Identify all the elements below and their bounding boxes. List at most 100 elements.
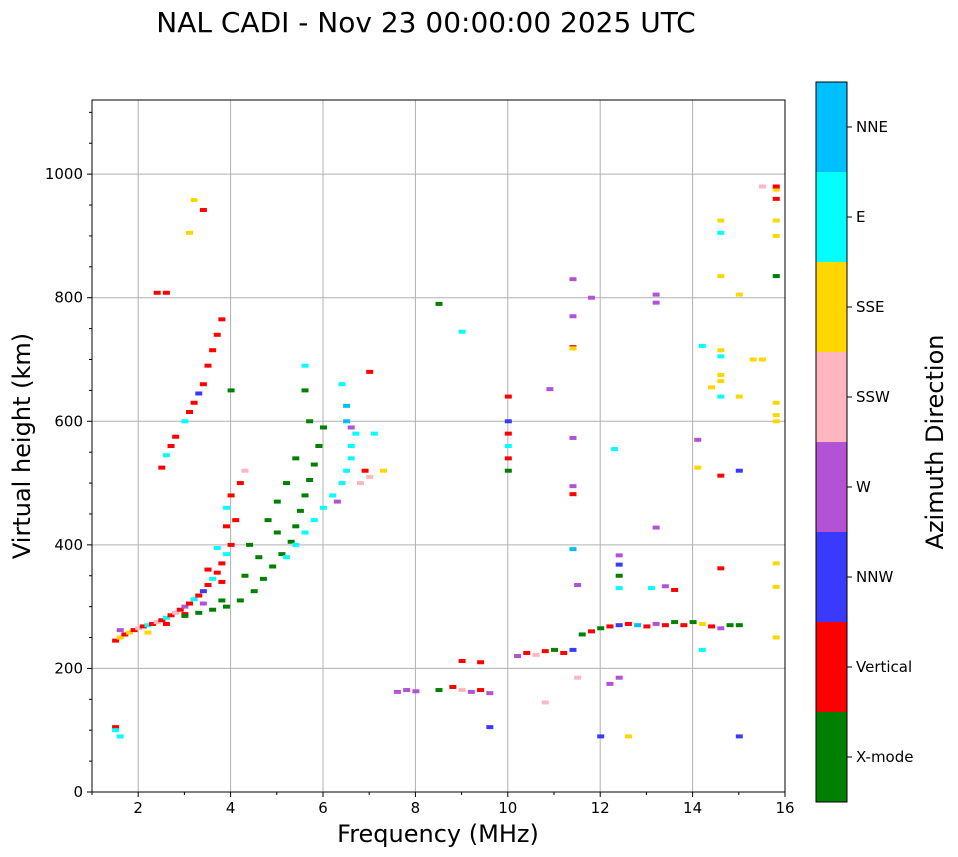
echo-point <box>708 624 716 629</box>
echo-point <box>112 725 120 730</box>
echo-point <box>772 187 780 192</box>
echo-point <box>347 444 355 448</box>
echo-point <box>569 346 577 351</box>
echo-point <box>569 547 577 552</box>
echo-point <box>694 437 702 442</box>
echo-point <box>246 542 254 547</box>
echo-point <box>213 332 221 337</box>
echo-point <box>292 456 300 461</box>
echo-point <box>574 583 582 588</box>
echo-point <box>255 555 263 560</box>
echo-point <box>121 632 129 637</box>
echo-point <box>661 584 669 589</box>
echo-point <box>458 659 466 664</box>
echo-point <box>162 290 170 295</box>
y-tick-label: 800 <box>54 289 83 307</box>
echo-point <box>698 647 706 652</box>
echo-point <box>661 623 669 628</box>
echo-point <box>717 626 725 631</box>
echo-point <box>343 419 351 424</box>
echo-point <box>504 468 512 473</box>
echo-point <box>615 586 623 591</box>
echo-point <box>504 419 512 424</box>
colorbar-tick-label: NNW <box>856 568 893 586</box>
echo-point <box>615 573 623 578</box>
echo-point <box>717 354 725 359</box>
colorbar-swatch <box>816 352 847 442</box>
echo-point <box>560 650 568 655</box>
echo-point <box>343 468 351 473</box>
echo-point <box>772 233 780 238</box>
echo-point <box>112 638 120 643</box>
echo-point <box>652 292 660 297</box>
echo-point <box>209 576 217 581</box>
echo-point <box>338 481 346 486</box>
echo-point <box>153 290 161 295</box>
echo-point <box>149 621 157 626</box>
colorbar-swatch <box>816 172 847 262</box>
colorbar: X-mode Vertical NNW W SSW SSE E NNE <box>815 81 913 803</box>
echo-point <box>772 419 780 424</box>
grid-lines <box>92 100 785 792</box>
echo-point <box>689 620 697 625</box>
y-tick-label: 400 <box>54 536 83 554</box>
echo-point <box>772 400 780 405</box>
echo-point <box>278 552 286 557</box>
echo-point <box>213 570 221 575</box>
echo-point <box>624 621 632 626</box>
echo-point <box>199 382 207 387</box>
echo-point <box>467 689 475 694</box>
echo-point <box>671 587 679 592</box>
echo-point <box>370 431 378 436</box>
echo-point <box>250 589 258 594</box>
echo-point <box>204 583 212 588</box>
echo-point <box>772 274 780 279</box>
echo-point <box>772 635 780 640</box>
echo-point <box>232 518 240 523</box>
echo-point <box>139 624 147 629</box>
echo-point <box>218 561 226 566</box>
echo-point <box>186 601 194 606</box>
echo-point <box>652 525 660 530</box>
echo-point <box>347 456 355 461</box>
echo-point <box>158 465 166 470</box>
echo-point <box>320 425 327 430</box>
echo-point <box>273 499 281 504</box>
echo-point <box>569 314 577 319</box>
echo-point <box>181 613 189 618</box>
data-points <box>112 184 780 739</box>
echo-point <box>735 292 743 297</box>
chart-title: NAL CADI - Nov 23 00:00:00 2025 UTC <box>156 6 695 39</box>
colorbar-swatch <box>816 82 847 172</box>
plot-background <box>92 100 785 792</box>
echo-point <box>213 545 221 550</box>
colorbar-tick-label: E <box>856 208 865 226</box>
echo-point <box>615 562 623 567</box>
echo-point <box>735 394 743 399</box>
echo-point <box>195 610 203 615</box>
echo-point <box>301 388 309 393</box>
echo-point <box>477 660 485 665</box>
echo-point <box>310 518 318 523</box>
echo-point <box>218 317 226 322</box>
echo-point <box>329 493 337 498</box>
echo-point <box>597 734 605 739</box>
echo-point <box>306 477 314 482</box>
x-axis-label: Frequency (MHz) <box>337 820 539 848</box>
echo-point <box>477 688 485 693</box>
echo-point <box>181 604 189 609</box>
echo-point <box>236 598 244 603</box>
echo-point <box>717 473 725 478</box>
echo-point <box>343 403 351 408</box>
colorbar-tick-label: X-mode <box>856 748 913 766</box>
echo-point <box>227 493 235 498</box>
colorbar-tick-label: SSE <box>856 298 885 316</box>
echo-point <box>130 628 138 633</box>
colorbar-swatch <box>816 712 847 802</box>
echo-point <box>772 584 780 589</box>
echo-point <box>648 586 656 591</box>
echo-point <box>190 198 198 203</box>
echo-point <box>292 524 300 529</box>
echo-point <box>199 589 207 594</box>
echo-point <box>772 184 780 189</box>
